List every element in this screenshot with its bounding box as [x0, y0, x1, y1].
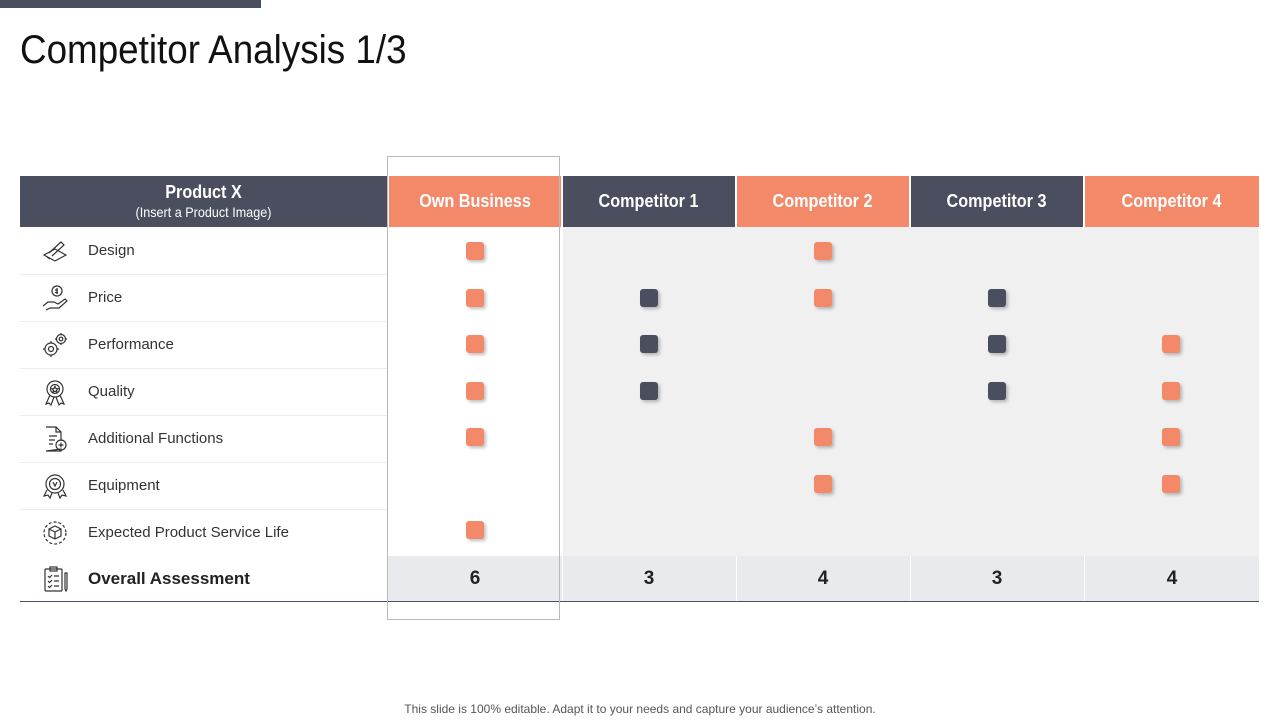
- row-equipment: Equipment: [20, 462, 387, 510]
- header-own-business: Own Business: [389, 176, 561, 227]
- cube-cycle-icon: [40, 518, 70, 548]
- rating-mark: [640, 335, 658, 353]
- rating-mark: [814, 475, 832, 493]
- divider: [1084, 556, 1085, 601]
- rating-mark: [1162, 382, 1180, 400]
- row-label: Additional Functions: [88, 430, 224, 447]
- rating-mark: [466, 428, 484, 446]
- divider: [736, 556, 737, 601]
- price-hand-coin-icon: [40, 283, 70, 313]
- row-performance: Performance: [20, 321, 387, 369]
- overall-competitor-2: 4: [817, 567, 829, 589]
- competitor-columns-background: [563, 227, 1259, 556]
- rating-mark: [814, 289, 832, 307]
- design-icon: [40, 236, 70, 266]
- rating-mark: [1162, 428, 1180, 446]
- overall-competitor-1: 3: [643, 567, 655, 589]
- rating-mark: [466, 289, 484, 307]
- header-competitor-3: Competitor 3: [911, 176, 1083, 227]
- row-price: Price: [20, 274, 387, 322]
- header-competitor-2: Competitor 2: [737, 176, 909, 227]
- divider: [910, 556, 911, 601]
- rating-mark: [1162, 475, 1180, 493]
- row-design: Design: [20, 227, 387, 275]
- gears-icon: [40, 330, 70, 360]
- document-plus-icon: [40, 424, 70, 454]
- row-label: Design: [88, 242, 135, 259]
- header-competitor-1: Competitor 1: [563, 176, 735, 227]
- rating-mark: [640, 289, 658, 307]
- product-subtitle: (Insert a Product Image): [135, 203, 272, 220]
- overall-competitor-4: 4: [1166, 567, 1178, 589]
- row-quality: Quality: [20, 368, 387, 416]
- overall-competitor-3: 3: [991, 567, 1003, 589]
- rating-mark: [640, 382, 658, 400]
- equipment-badge-icon: [40, 471, 70, 501]
- row-label: Equipment: [88, 477, 160, 494]
- header-competitor-4: Competitor 4: [1085, 176, 1259, 227]
- clipboard-checklist-icon: [40, 564, 70, 594]
- overall-own-business: 6: [469, 567, 481, 589]
- divider: [562, 556, 563, 601]
- rating-mark: [466, 335, 484, 353]
- rating-mark: [1162, 335, 1180, 353]
- row-label: Quality: [88, 383, 135, 400]
- rating-mark: [466, 382, 484, 400]
- overall-assessment-row: Overall Assessment 6 3 4 3 4: [20, 556, 1259, 602]
- rating-mark: [988, 289, 1006, 307]
- award-ribbon-icon: [40, 377, 70, 407]
- overall-label-cell: Overall Assessment: [20, 556, 387, 601]
- rating-mark: [466, 242, 484, 260]
- top-accent-bar: [0, 0, 261, 8]
- row-label: Performance: [88, 336, 174, 353]
- rating-mark: [814, 242, 832, 260]
- rating-mark: [988, 382, 1006, 400]
- row-label: Price: [88, 289, 123, 306]
- own-business-highlight-frame: [387, 156, 560, 620]
- footer-note: This slide is 100% editable. Adapt it to…: [404, 702, 876, 716]
- row-label: Expected Product Service Life: [88, 524, 289, 541]
- rating-mark: [814, 428, 832, 446]
- row-additional-functions: Additional Functions: [20, 415, 387, 463]
- overall-label: Overall Assessment: [88, 568, 250, 588]
- page-title: Competitor Analysis 1/3: [20, 28, 407, 72]
- rating-mark: [988, 335, 1006, 353]
- row-expected-service-life: Expected Product Service Life: [20, 509, 387, 556]
- rating-mark: [466, 521, 484, 539]
- product-title: Product X: [165, 181, 242, 202]
- header-product: Product X (Insert a Product Image): [20, 176, 387, 227]
